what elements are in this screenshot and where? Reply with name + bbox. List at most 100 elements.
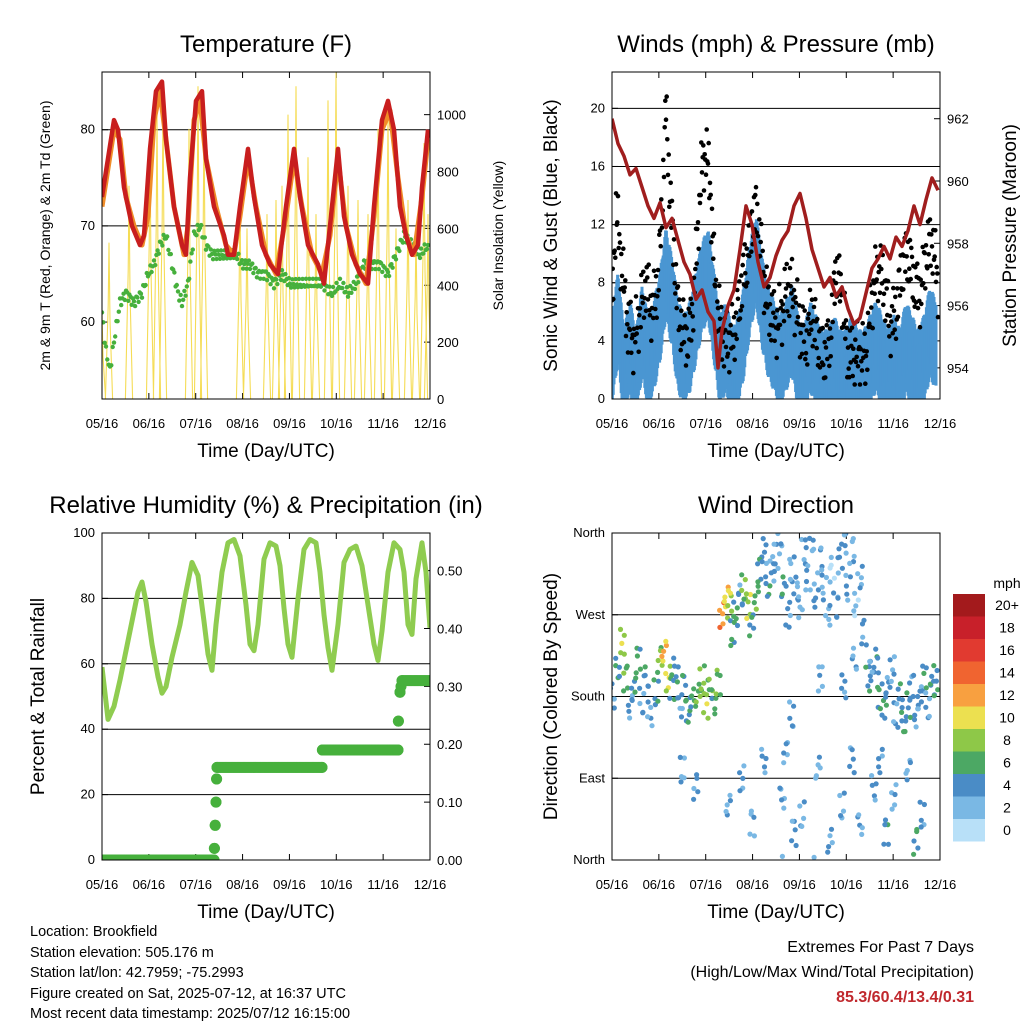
solar-mark: [353, 199, 363, 399]
gust-point: [802, 308, 807, 313]
gust-point: [613, 255, 618, 260]
direction-point: [655, 657, 661, 664]
dewpoint-point: [168, 251, 173, 257]
direction-point: [659, 662, 665, 668]
direction-point: [695, 789, 701, 795]
dewpoint-point: [210, 257, 216, 262]
y-tick-label: 20: [591, 100, 605, 115]
dewpoint-point: [268, 282, 273, 287]
direction-point: [851, 608, 857, 614]
direction-point: [910, 693, 916, 700]
direction-point: [883, 690, 889, 696]
panel-3: Wind Direction Time (Day/UTC) Direction (C…: [541, 492, 1021, 923]
direction-point: [867, 658, 873, 665]
plot-area: [102, 537, 430, 860]
dewpoint-point: [199, 222, 204, 228]
dewpoint-point: [250, 261, 255, 266]
direction-point: [787, 576, 794, 583]
solar-mark: [303, 157, 313, 399]
plot-area: [612, 94, 940, 399]
gust-point: [849, 325, 855, 331]
dewpoint-point: [215, 248, 220, 253]
dewpoint-point: [239, 258, 245, 263]
y-right-tick-label: 958: [947, 236, 969, 251]
direction-point: [851, 770, 857, 776]
direction-point: [624, 663, 630, 669]
dewpoint-point: [397, 248, 402, 254]
direction-point: [642, 664, 648, 670]
gust-point: [754, 230, 759, 235]
solar-mark: [124, 185, 134, 399]
dewpoint-point: [172, 270, 177, 275]
gust-point: [830, 319, 835, 325]
gust-point: [771, 310, 776, 316]
direction-point: [855, 597, 861, 603]
precip-series: [102, 675, 430, 860]
y-right-tick-label: 0.40: [437, 621, 462, 636]
gust-point: [810, 343, 815, 349]
gust-point: [821, 362, 826, 368]
precip-point: [211, 773, 223, 785]
y-tick-label: 60: [81, 314, 95, 329]
direction-point: [802, 537, 809, 543]
plot-area: [102, 72, 430, 399]
direction-point: [767, 583, 773, 589]
direction-point: [779, 591, 785, 597]
gust-point: [703, 172, 709, 177]
x-axis-label: Time (Day/UTC): [707, 441, 845, 462]
direction-point: [667, 663, 673, 669]
dewpoint-point: [121, 291, 126, 296]
direction-point: [842, 678, 848, 684]
gust-point: [907, 266, 912, 272]
gust-point: [659, 197, 664, 202]
gust-point: [662, 125, 667, 130]
gust-point: [850, 373, 855, 379]
direction-point: [836, 546, 842, 552]
colorbar-swatch: [953, 639, 985, 662]
direction-point: [815, 587, 822, 593]
gust-point: [887, 334, 892, 339]
gust-point: [883, 318, 888, 324]
dewpoint-point: [151, 258, 157, 263]
gust-point: [895, 286, 900, 291]
direction-point: [767, 558, 773, 564]
direction-point: [883, 702, 890, 708]
gust-point: [922, 250, 927, 256]
gust-point: [659, 225, 665, 230]
direction-point: [829, 840, 835, 846]
gust-point: [761, 310, 767, 316]
direction-point: [801, 557, 807, 563]
gust-point: [646, 262, 651, 268]
direction-point: [807, 587, 813, 593]
direction-point: [752, 593, 758, 599]
gust-point: [672, 280, 677, 286]
x-tick-label: 10/16: [320, 416, 353, 431]
direction-point: [885, 841, 892, 847]
direction-point: [828, 554, 834, 561]
gust-point: [890, 330, 895, 336]
gust-point: [749, 209, 755, 214]
gust-point: [623, 333, 629, 339]
dewpoint-point: [380, 269, 385, 275]
direction-point: [847, 763, 853, 770]
panel-title: Winds (mph) & Pressure (mb): [617, 31, 934, 58]
dewpoint-point: [181, 297, 186, 302]
dewpoint-point: [236, 251, 241, 256]
colorbar-label: 10: [999, 710, 1015, 726]
direction-point: [749, 614, 755, 620]
gust-point: [634, 331, 639, 336]
gust-point: [733, 310, 739, 316]
gust-point: [725, 351, 731, 357]
dewpoint-point: [376, 266, 382, 272]
gust-point: [728, 322, 733, 328]
gust-point: [775, 308, 780, 313]
direction-point: [803, 578, 810, 585]
solar-mark: [363, 214, 373, 399]
direction-point: [759, 753, 765, 759]
location-text: Location: Brookfield: [30, 924, 158, 940]
direction-point: [811, 581, 817, 587]
y-right-tick-label: 0.00: [437, 853, 462, 868]
direction-point: [796, 615, 802, 621]
direction-point: [828, 562, 834, 568]
dewpoint-point: [274, 277, 279, 282]
